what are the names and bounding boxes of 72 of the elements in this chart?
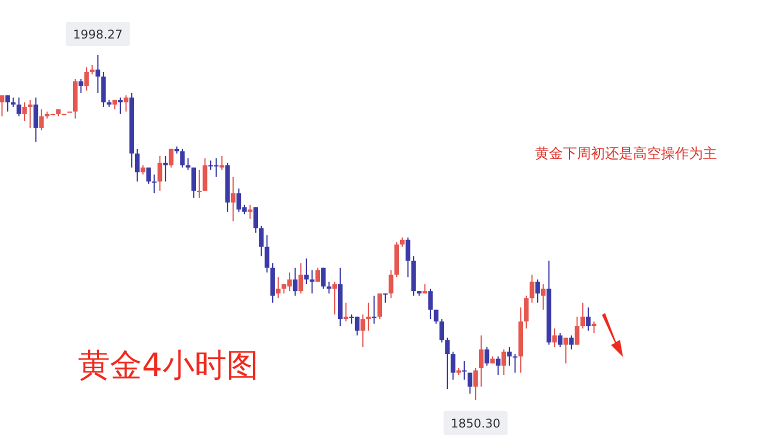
candlestick [406, 236, 410, 278]
candlestick [248, 204, 252, 220]
candlestick [168, 148, 174, 168]
annotation: 1998.27 [73, 28, 123, 42]
candlestick [360, 314, 366, 348]
candlestick [530, 274, 534, 304]
candlestick [124, 94, 128, 112]
candlestick [158, 155, 162, 192]
candlestick [315, 267, 320, 282]
candlestick [535, 278, 540, 304]
candlestick [186, 158, 190, 170]
candlestick [5, 94, 10, 112]
candlestick [564, 337, 568, 364]
candlestick [298, 262, 304, 294]
candlestick [524, 295, 529, 330]
candlestick [496, 356, 500, 376]
candlestick [146, 166, 151, 184]
candlestick [445, 337, 450, 390]
candlestick [140, 164, 146, 176]
candlestick [39, 108, 44, 131]
candlestick [28, 99, 32, 129]
candlestick [507, 346, 512, 366]
candlestick [84, 66, 89, 92]
candlestick [574, 316, 580, 346]
candlestick [191, 166, 196, 198]
candlestick [468, 372, 472, 394]
candlestick [16, 96, 22, 117]
candlestick [439, 318, 444, 344]
candlestick [96, 54, 100, 94]
candlestick [501, 348, 506, 376]
candlestick [450, 351, 456, 380]
candlestick [259, 225, 264, 257]
candlestick [321, 267, 326, 290]
candlestick [90, 64, 95, 75]
annotation: 黄金4小时图 [78, 346, 258, 384]
candlestick [422, 284, 428, 294]
candlestick [163, 155, 168, 182]
candlestick [220, 155, 224, 170]
candlestick [78, 78, 84, 94]
candlestick [592, 320, 596, 334]
annotation: 黄金下周初还是高空操作为主 [535, 146, 717, 162]
candlestick [34, 96, 38, 142]
candlestick [332, 281, 337, 316]
candlestick [388, 270, 394, 299]
candlestick [377, 292, 382, 320]
candlestick [552, 328, 557, 348]
annotation: 1850.30 [450, 416, 500, 430]
candlestick [230, 176, 236, 222]
candlestick [428, 288, 433, 320]
candlestick [473, 367, 478, 401]
candlestick [569, 334, 574, 350]
candlestick [326, 281, 332, 294]
candlestick [580, 302, 586, 330]
candlestick [253, 206, 258, 234]
candlestick [304, 258, 309, 285]
candlestick [400, 236, 405, 248]
candlestick [586, 306, 591, 332]
candlestick [276, 276, 281, 299]
candlestick [310, 270, 314, 294]
candlestick [292, 267, 298, 296]
candlestick [478, 334, 484, 388]
candlestick [558, 332, 562, 348]
candlestick [135, 148, 140, 182]
candlestick [540, 284, 546, 310]
candlestick [22, 102, 27, 122]
candlestick [264, 234, 270, 274]
candlestick [434, 309, 438, 324]
candlestick [0, 94, 4, 117]
candlestick [180, 148, 185, 168]
candlestick [484, 346, 490, 366]
candlestick [366, 302, 371, 332]
candlestick [118, 96, 123, 115]
